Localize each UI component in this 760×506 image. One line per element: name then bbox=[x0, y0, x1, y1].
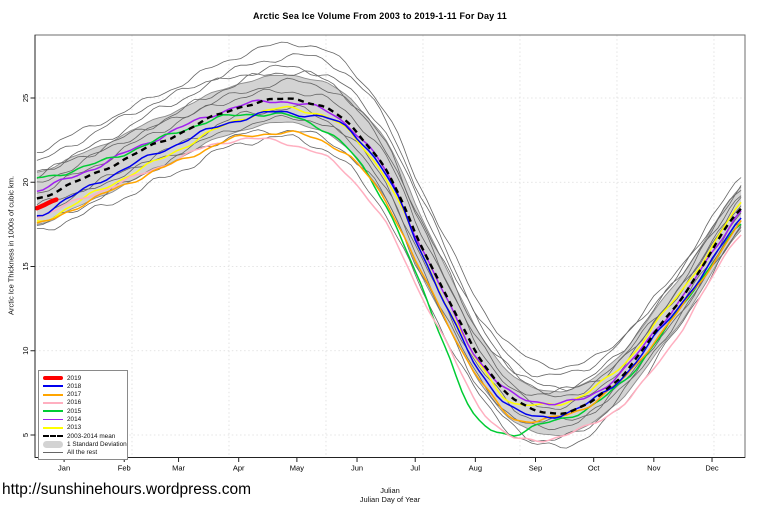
x-axis-label: Julian Julian Day of Year bbox=[35, 486, 745, 504]
rest-line bbox=[36, 53, 742, 378]
legend: 2019 2018 2017 2016 2015 2014 2013 2003-2014 me… bbox=[38, 370, 128, 460]
legend-item-2016: 2016 bbox=[43, 399, 125, 407]
legend-item-2013: 2013 bbox=[43, 424, 125, 432]
x-tick-label: Jan bbox=[58, 464, 70, 473]
x-tick-label: Dec bbox=[705, 464, 719, 473]
y-tick-label: 25 bbox=[21, 94, 30, 102]
x-tick-label: Sep bbox=[529, 464, 542, 473]
x-tick-label: Jun bbox=[351, 464, 363, 473]
mean-line bbox=[36, 97, 742, 416]
legend-item-2019: 2019 bbox=[43, 374, 125, 382]
legend-item-2017: 2017 bbox=[43, 391, 125, 399]
legend-swatch bbox=[43, 402, 63, 404]
legend-label: 2019 bbox=[67, 374, 82, 382]
legend-swatch bbox=[43, 435, 63, 438]
x-tick-label: Mar bbox=[172, 464, 185, 473]
legend-swatch bbox=[43, 418, 63, 421]
axes bbox=[34, 35, 745, 458]
legend-swatch bbox=[43, 410, 63, 413]
x-tick-label: Jul bbox=[410, 464, 420, 473]
chart-title: Arctic Sea Ice Volume From 2003 to 2019-… bbox=[253, 11, 507, 21]
series-line-2015 bbox=[36, 112, 742, 437]
x-tick-label: Oct bbox=[588, 464, 601, 473]
legend-label: 2015 bbox=[67, 407, 82, 415]
legend-label: 2016 bbox=[67, 399, 82, 407]
footer-link[interactable]: http://sunshinehours.wordpress.com bbox=[2, 481, 251, 498]
x-tick-label: Nov bbox=[647, 464, 661, 473]
legend-swatch bbox=[43, 441, 63, 448]
x-tick-label: Aug bbox=[469, 464, 482, 473]
series-line-2016 bbox=[36, 137, 742, 443]
legend-label: 1 Standard Deviation bbox=[67, 441, 127, 449]
legend-label: 2014 bbox=[67, 416, 82, 424]
x-axis-label-line1: Julian bbox=[380, 486, 400, 495]
legend-swatch bbox=[43, 375, 63, 381]
y-axis-label: Arctic Ice Thickness in 1000s of cubic k… bbox=[6, 175, 16, 316]
legend-item-2003-2014-mean: 2003-2014 mean bbox=[43, 432, 125, 440]
legend-label: All the rest bbox=[67, 449, 98, 457]
legend-item-1-standard-deviation: 1 Standard Deviation bbox=[43, 441, 127, 449]
series-line-2013 bbox=[36, 105, 742, 407]
legend-item-2014: 2014 bbox=[43, 416, 125, 424]
y-tick-label: 15 bbox=[21, 262, 30, 270]
y-tick-label: 5 bbox=[21, 433, 30, 437]
legend-label: 2017 bbox=[67, 391, 82, 399]
rest-line bbox=[36, 41, 742, 370]
x-tick-label: May bbox=[290, 464, 304, 473]
tick-labels: 5 10 15 20 25 Jan Feb Mar Apr May Jun Jul Aug Sep Oct N… bbox=[21, 94, 719, 473]
gridlines bbox=[35, 35, 745, 458]
legend-swatch bbox=[43, 393, 63, 396]
y-tick-label: 20 bbox=[21, 178, 30, 186]
legend-label: 2018 bbox=[67, 382, 82, 390]
legend-swatch bbox=[43, 385, 63, 388]
legend-label: 2013 bbox=[67, 424, 82, 432]
legend-item-2015: 2015 bbox=[43, 407, 125, 415]
x-tick-label: Apr bbox=[233, 464, 245, 473]
y-tick-label: 10 bbox=[21, 347, 30, 355]
series-line-2014 bbox=[36, 99, 742, 406]
legend-label: 2003-2014 mean bbox=[67, 432, 116, 440]
x-tick-label: Feb bbox=[118, 464, 131, 473]
series-line-2019 bbox=[34, 197, 59, 211]
rest-line bbox=[36, 88, 742, 410]
x-axis-label-line2: Julian Day of Year bbox=[359, 495, 421, 504]
rest-line bbox=[36, 64, 742, 392]
rest-line bbox=[36, 77, 742, 398]
rest-lines bbox=[36, 41, 742, 449]
series-line-2018 bbox=[36, 110, 742, 419]
legend-swatch bbox=[43, 452, 63, 454]
std-dev-band-top-edge bbox=[36, 74, 742, 393]
legend-item-2018: 2018 bbox=[43, 382, 125, 390]
legend-swatch bbox=[43, 427, 63, 429]
legend-item-all-the-rest: All the rest bbox=[43, 449, 125, 457]
